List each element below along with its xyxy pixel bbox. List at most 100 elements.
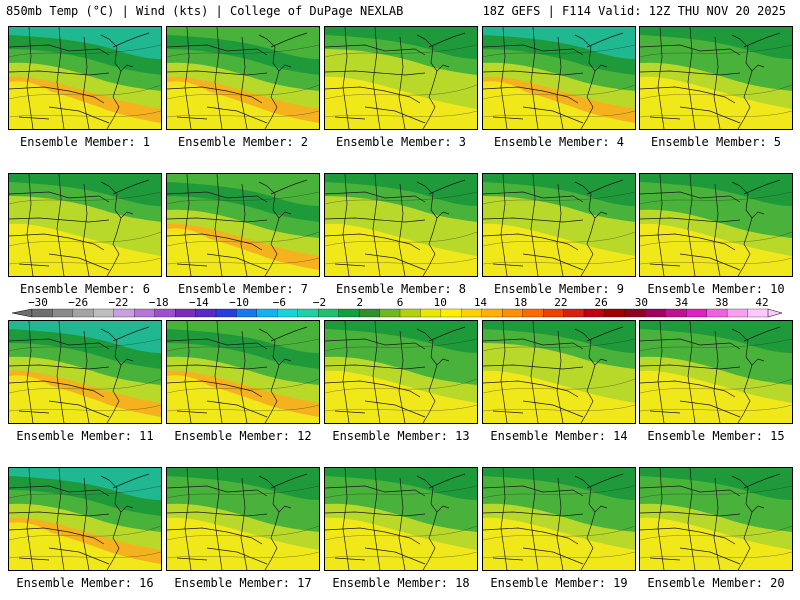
colorbar-swatch [113,308,135,318]
colorbar-tick-label: −22 [109,296,129,309]
colorbar-swatch [236,308,258,318]
temperature-map [325,468,477,570]
colorbar-swatch [215,308,237,318]
ensemble-map-panel [8,467,162,571]
temperature-map [483,174,635,276]
colorbar-swatch [726,308,749,318]
ensemble-map-panel [639,26,793,130]
colorbar-swatch [440,308,462,318]
colorbar-swatch [604,308,626,318]
ensemble-map-panel [639,467,793,571]
colorbar-swatch [747,308,769,318]
ensemble-member-caption: Ensemble Member: 17 [174,576,312,590]
ensemble-map-panel [639,320,793,424]
colorbar-swatch [31,308,53,318]
ensemble-map-panel [8,320,162,424]
ensemble-map-panel [166,26,320,130]
colorbar-tick-label: 22 [554,296,567,309]
colorbar-swatch [93,308,115,318]
temperature-map [9,468,161,570]
temperature-colorbar: −30 −26 −22 −18 −14 −10 −6 −2 2 6 10 14 18 22 26 30 34 38… [0,296,800,320]
colorbar-swatch [420,308,442,318]
colorbar-graphic: −30 −26 −22 −18 −14 −10 −6 −2 2 6 10 14 18 22 26 30 34 38… [11,296,783,318]
colorbar-swatch [174,308,197,318]
colorbar-swatch [522,308,544,318]
ensemble-map-panel [166,320,320,424]
colorbar-tick-label: 34 [675,296,689,309]
temperature-map [640,468,792,570]
colorbar-tick-label: −30 [28,296,48,309]
colorbar-swatch [399,308,421,318]
colorbar-swatch [706,308,728,318]
ensemble-member-caption: Ensemble Member: 6 [19,282,151,296]
colorbar-swatch [645,308,667,318]
colorbar-swatch [297,308,319,318]
temperature-map [640,321,792,423]
ensemble-map-panel [482,320,636,424]
colorbar-tick-label: −26 [68,296,88,309]
ensemble-member-caption: Ensemble Member: 15 [647,429,785,443]
colorbar-tick-label: 6 [397,296,404,309]
colorbar-swatch [72,308,94,318]
temperature-map [483,468,635,570]
colorbar-swatch [52,308,74,318]
colorbar-tick-label: −18 [149,296,169,309]
temperature-map [325,321,477,423]
model-run-info: 18Z GEFS | F114 Valid: 12Z THU NOV 20 20… [482,4,786,18]
colorbar-tick-label: 18 [514,296,527,309]
ensemble-member-caption: Ensemble Member: 2 [177,135,309,149]
temperature-map [9,174,161,276]
ensemble-member-caption: Ensemble Member: 3 [335,135,467,149]
colorbar-swatch [318,308,340,318]
ensemble-map-panel [482,173,636,277]
temperature-map [9,321,161,423]
ensemble-member-caption: Ensemble Member: 18 [332,576,470,590]
ensemble-member-caption: Ensemble Member: 4 [493,135,625,149]
colorbar-swatch [665,308,687,318]
colorbar-tick-label: 30 [635,296,648,309]
colorbar-tick-label: 10 [434,296,447,309]
ensemble-member-caption: Ensemble Member: 9 [493,282,625,296]
ensemble-member-caption: Ensemble Member: 13 [332,429,470,443]
ensemble-member-caption: Ensemble Member: 16 [16,576,154,590]
temperature-map [483,321,635,423]
ensemble-member-caption: Ensemble Member: 20 [647,576,785,590]
colorbar-swatch [583,308,605,318]
ensemble-member-caption: Ensemble Member: 1 [19,135,151,149]
colorbar-tick-label: 26 [594,296,607,309]
colorbar-swatch [338,308,360,318]
colorbar-swatch [256,308,278,318]
colorbar-swatch [624,308,646,318]
temperature-map [325,174,477,276]
temperature-map [167,174,319,276]
colorbar-swatch [563,308,585,318]
colorbar-swatch [134,308,156,318]
colorbar-tick-label: −6 [273,296,286,309]
temperature-map [640,27,792,129]
ensemble-member-caption: Ensemble Member: 19 [490,576,628,590]
colorbar-swatch [502,308,524,318]
ensemble-map-panel [324,467,478,571]
ensemble-member-caption: Ensemble Member: 10 [647,282,785,296]
ensemble-member-caption: Ensemble Member: 8 [335,282,467,296]
ensemble-member-caption: Ensemble Member: 7 [177,282,309,296]
ensemble-member-caption: Ensemble Member: 14 [490,429,628,443]
colorbar-swatch [461,308,483,318]
colorbar-swatch [542,308,565,318]
temperature-map [325,27,477,129]
ensemble-member-caption: Ensemble Member: 5 [650,135,782,149]
ensemble-map-panel [482,26,636,130]
colorbar-tick-label: −10 [229,296,249,309]
ensemble-map-panel [324,320,478,424]
temperature-map [9,27,161,129]
colorbar-tick-label: −14 [189,296,209,309]
ensemble-map-panel [8,26,162,130]
ensemble-map-panel [639,173,793,277]
colorbar-swatch [686,308,708,318]
ensemble-map-panel [324,173,478,277]
ensemble-map-panel [482,467,636,571]
colorbar-swatch [481,308,503,318]
map-title: 850mb Temp (°C) | Wind (kts) | College o… [6,4,404,18]
temperature-map [167,468,319,570]
colorbar-tick-label: 38 [715,296,728,309]
